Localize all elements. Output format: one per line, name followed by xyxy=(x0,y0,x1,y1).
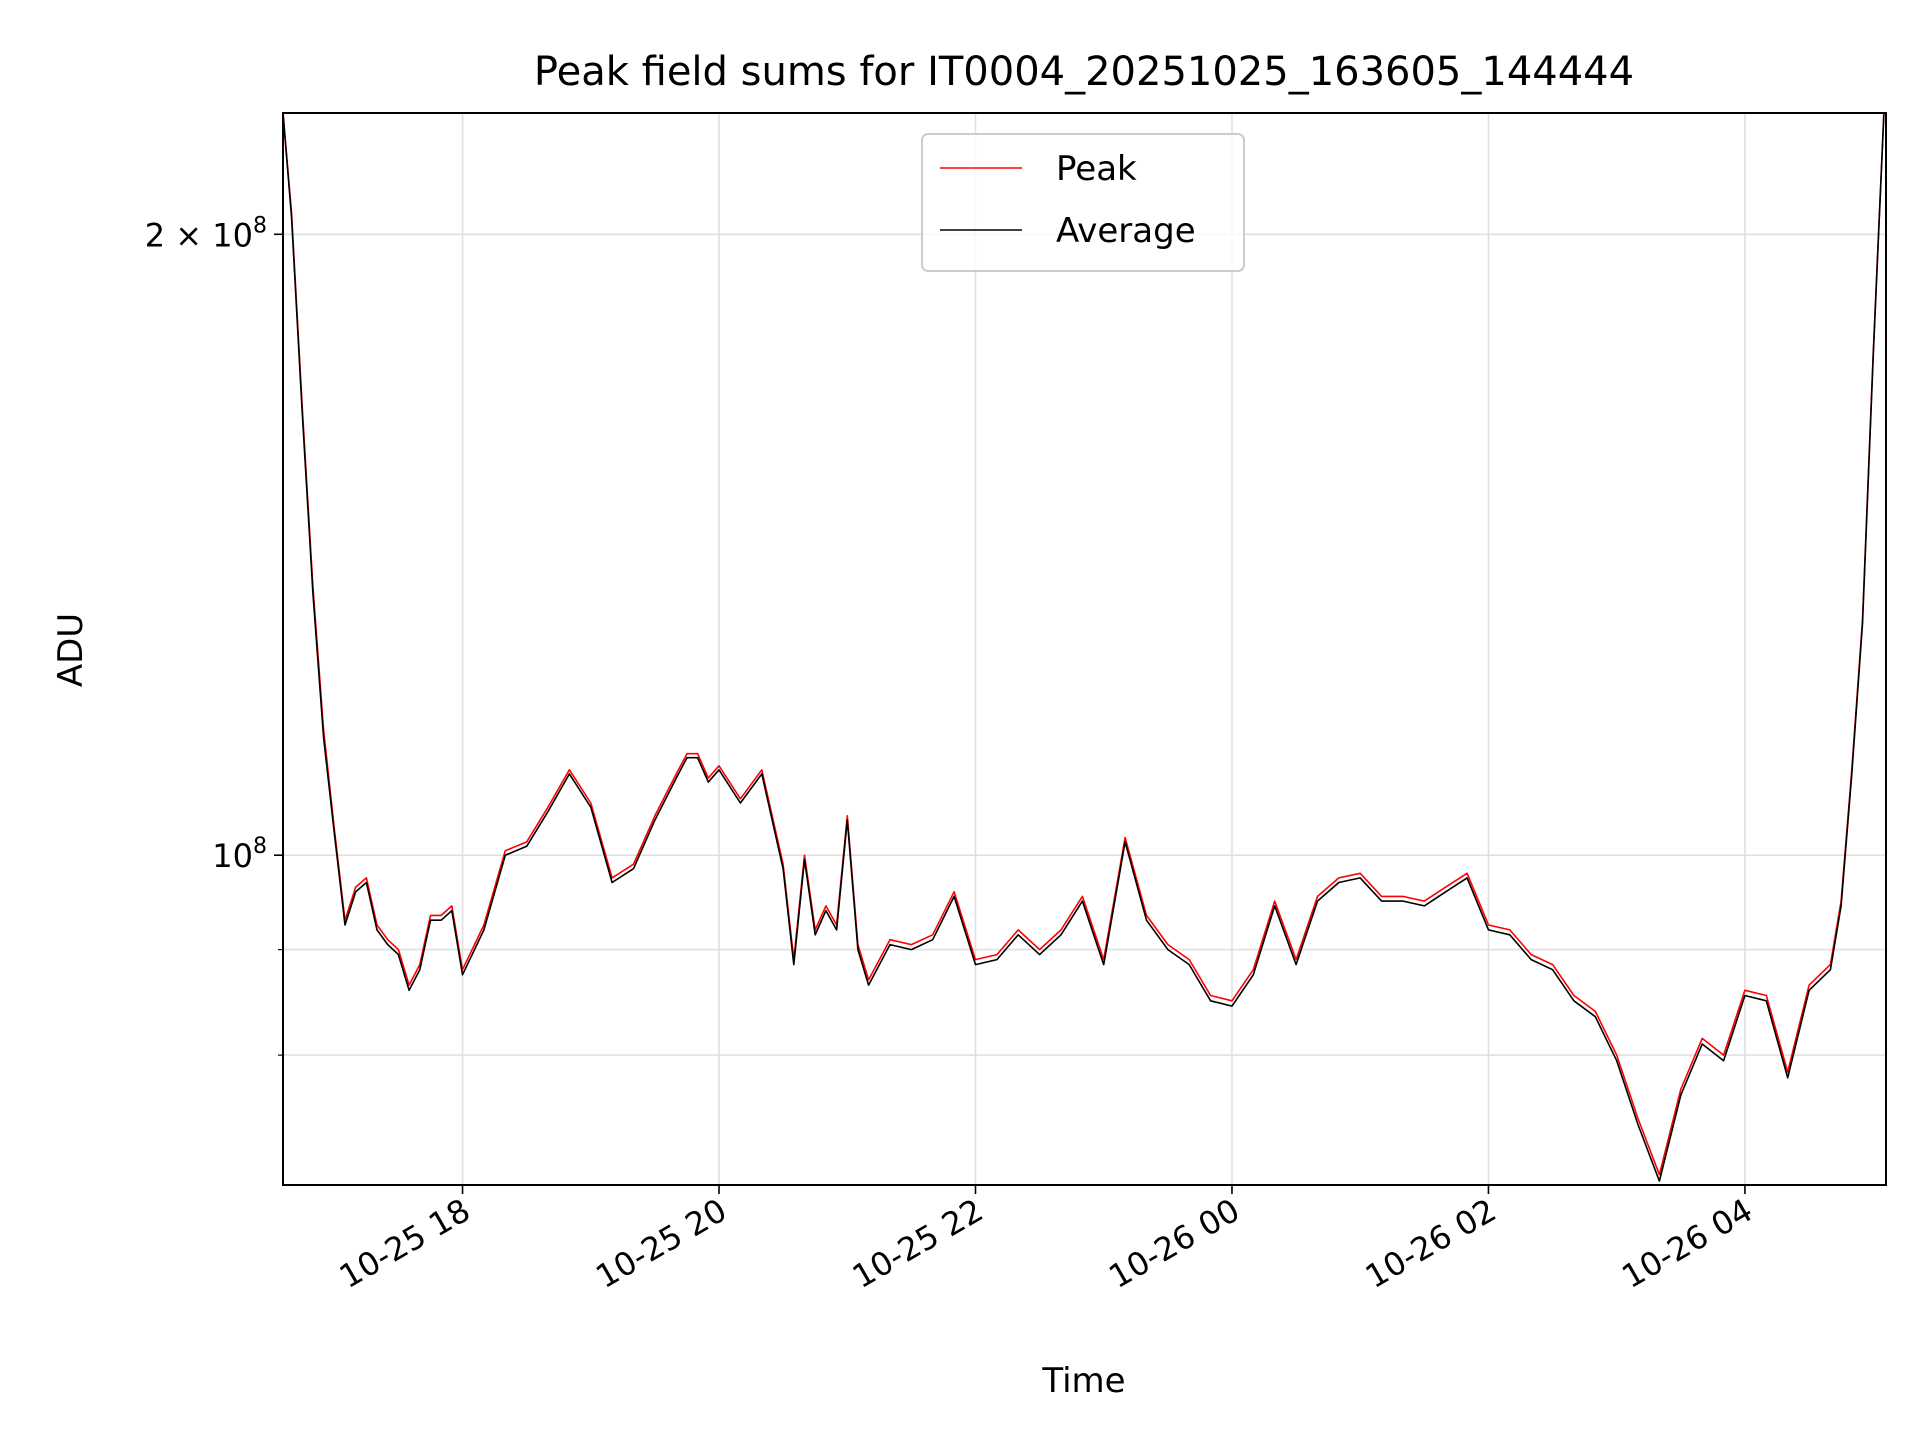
y-axis-ticks: 108 2 × 108 xyxy=(145,213,283,1056)
plot-frame xyxy=(282,112,1887,1186)
legend-label-average: Average xyxy=(1056,211,1196,251)
chart-title: Peak field sums for IT0004_20251025_1636… xyxy=(534,49,1634,95)
legend: Peak Average xyxy=(921,133,1245,272)
series-line-peak xyxy=(282,112,1885,1176)
y-tick-label: 108 xyxy=(212,834,267,875)
series-lines xyxy=(282,112,1885,1182)
y-axis-label: ADU xyxy=(51,613,91,687)
y-tick-label: 2 × 108 xyxy=(145,213,267,254)
grid xyxy=(283,113,1886,1185)
series-line-average xyxy=(282,112,1885,1182)
x-axis-label: Time xyxy=(1041,1361,1125,1401)
legend-label-peak: Peak xyxy=(1056,149,1137,189)
